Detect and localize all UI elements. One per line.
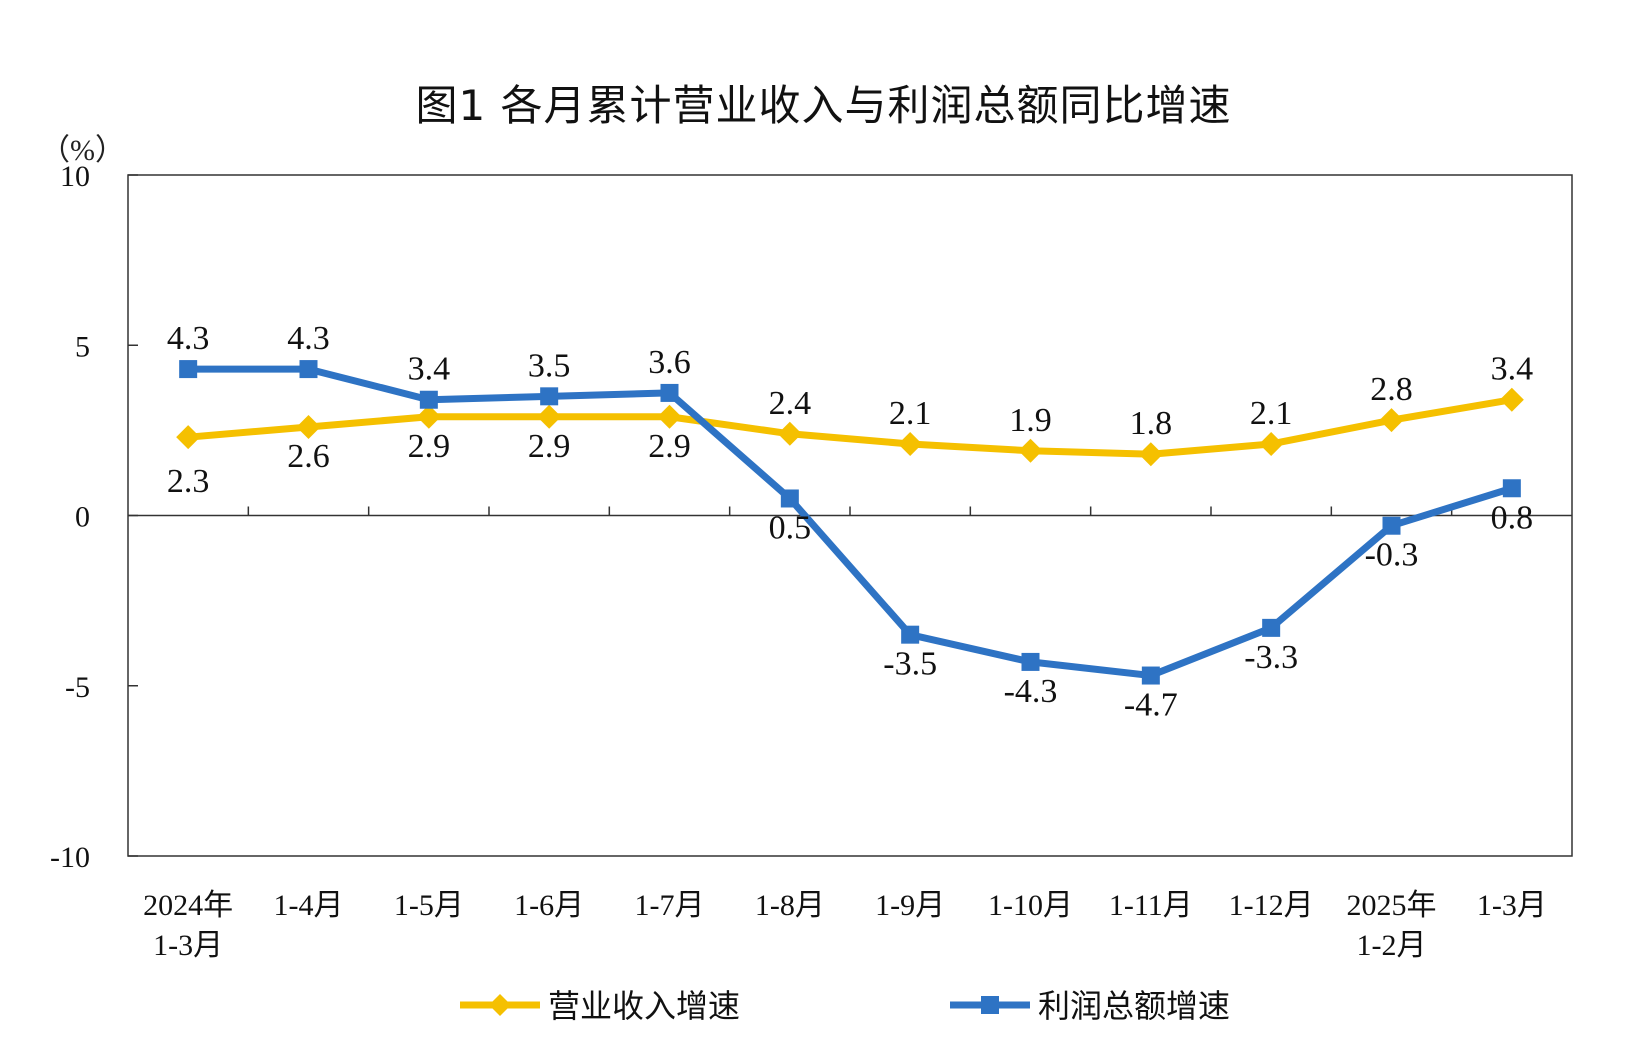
data-point-square: [1141, 666, 1160, 685]
data-label: 2.4: [769, 385, 812, 422]
x-tick-label: 2024年: [143, 889, 233, 922]
data-point-diamond: [537, 404, 562, 429]
x-tick-label: 1-4月: [274, 889, 344, 922]
data-point-square: [1262, 618, 1281, 637]
chart-title: 图1 各月累计营业收入与利润总额同比增速: [415, 81, 1232, 130]
x-tick-label: 1-7月: [635, 889, 705, 922]
x-tick-label: 1-10月: [988, 889, 1073, 922]
data-label: 2.9: [528, 428, 571, 465]
legend-label: 营业收入增速: [548, 987, 740, 1025]
data-label: 2.6: [287, 438, 330, 475]
y-tick-label: 0: [75, 501, 90, 534]
data-label: -3.3: [1244, 639, 1298, 676]
data-point-diamond: [296, 414, 321, 439]
data-label: 4.3: [167, 320, 210, 357]
data-point-diamond: [176, 425, 201, 450]
series-line-2: [188, 365, 1513, 680]
series-line-1: [187, 396, 1513, 458]
data-label: 2.8: [1370, 371, 1413, 408]
data-point-diamond: [1138, 442, 1163, 467]
x-tick-label: 1-5月: [394, 889, 464, 922]
x-tick-label: 1-6月: [514, 889, 584, 922]
y-tick-label: 5: [75, 330, 90, 363]
data-label: 4.3: [287, 320, 330, 357]
data-point-diamond: [1379, 408, 1404, 433]
x-tick-label: 1-9月: [875, 889, 945, 922]
data-point-square: [660, 383, 679, 402]
data-label: 0.8: [1491, 499, 1534, 536]
data-point-diamond: [416, 404, 441, 429]
data-point-square: [179, 360, 198, 379]
data-point-square: [1502, 479, 1521, 498]
y-tick-label: -10: [50, 841, 90, 874]
data-label: 1.9: [1009, 402, 1052, 439]
x-tick-label: 1-2月: [1357, 929, 1427, 962]
y-tick-label: -5: [65, 671, 90, 704]
data-label: 3.6: [648, 344, 691, 381]
x-tick-label: 1-3月: [153, 929, 223, 962]
data-label: 2.1: [889, 395, 932, 432]
x-tick-label: 1-12月: [1229, 889, 1314, 922]
data-point-diamond: [657, 404, 682, 429]
x-tick-label: 1-8月: [755, 889, 825, 922]
data-point-diamond: [898, 431, 923, 456]
data-point-diamond: [1499, 387, 1524, 412]
data-label: -0.3: [1365, 537, 1419, 574]
data-label: 2.9: [408, 428, 451, 465]
data-point-square: [540, 387, 559, 406]
legend-diamond-icon: [489, 994, 511, 1016]
data-label: 2.9: [648, 428, 691, 465]
legend-square-icon: [981, 996, 999, 1014]
y-tick-label: 10: [60, 160, 90, 193]
x-tick-label: 1-3月: [1477, 889, 1547, 922]
data-label: 0.5: [769, 509, 812, 546]
data-point-square: [1382, 516, 1401, 535]
data-label: 2.3: [167, 463, 210, 500]
data-label: 3.4: [1491, 351, 1534, 388]
data-point-square: [901, 625, 920, 644]
data-point-diamond: [777, 421, 802, 446]
data-label: 3.5: [528, 347, 571, 384]
data-point-square: [1021, 652, 1040, 671]
data-point-square: [299, 360, 318, 379]
x-tick-label: 2025年: [1347, 889, 1437, 922]
data-point-square: [780, 489, 799, 508]
data-point-diamond: [1018, 438, 1043, 463]
data-label: 1.8: [1130, 405, 1173, 442]
legend-label: 利润总额增速: [1038, 987, 1230, 1025]
data-point-square: [419, 390, 438, 409]
data-label: -4.3: [1004, 673, 1058, 710]
data-label: 3.4: [408, 351, 451, 388]
data-label: -3.5: [883, 646, 937, 683]
data-label: 2.1: [1250, 395, 1293, 432]
x-tick-label: 1-11月: [1109, 889, 1193, 922]
data-point-diamond: [1259, 431, 1284, 456]
data-label: -4.7: [1124, 687, 1178, 724]
y-axis-unit: （%）: [40, 134, 125, 167]
